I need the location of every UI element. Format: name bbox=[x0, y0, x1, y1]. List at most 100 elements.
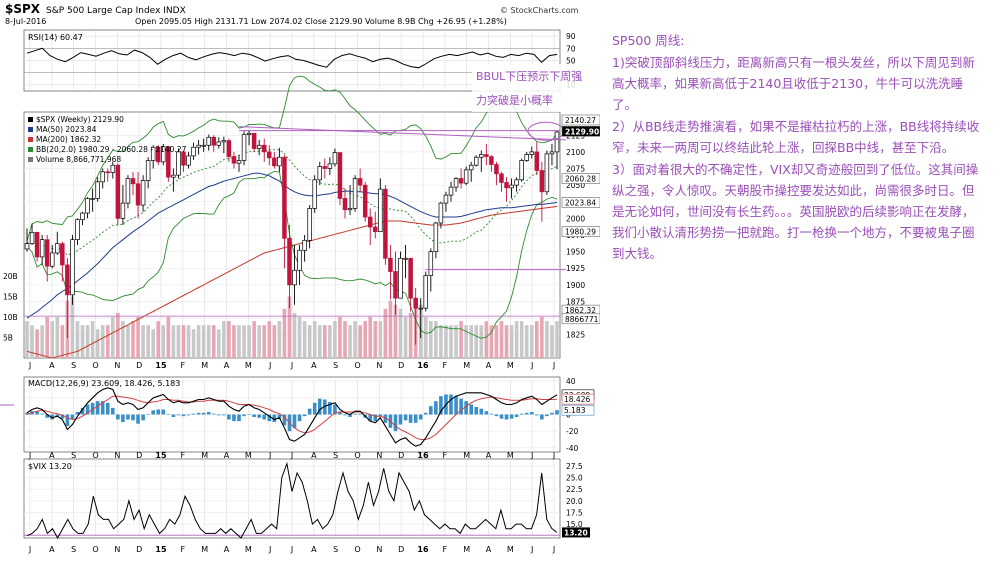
volume-bar bbox=[105, 325, 110, 358]
volume-bar bbox=[292, 312, 297, 358]
macd-histogram-bar bbox=[555, 410, 559, 415]
candle-body bbox=[509, 184, 514, 189]
macd-x-label: 16 bbox=[417, 451, 429, 460]
macd-tick-label: -20 bbox=[566, 427, 578, 436]
price-x-label: A bbox=[224, 361, 230, 370]
price-tick-label: 1925 bbox=[566, 264, 585, 273]
macd-x-label: 15 bbox=[155, 451, 167, 460]
ma50-line bbox=[26, 172, 558, 319]
price-x-label: S bbox=[71, 361, 76, 370]
chart-attribution: © StockCharts.com bbox=[500, 6, 579, 15]
volume-bar bbox=[232, 325, 236, 358]
macd-histogram-bar bbox=[111, 407, 115, 415]
macd-histogram-bar bbox=[323, 399, 327, 415]
volume-bar bbox=[282, 308, 287, 358]
volume-bar bbox=[514, 321, 519, 358]
macd-histogram-bar bbox=[181, 414, 186, 417]
volume-bar bbox=[312, 321, 317, 358]
volume-bar bbox=[393, 304, 398, 358]
candle-body bbox=[226, 140, 232, 157]
macd-histogram-bar bbox=[373, 414, 378, 422]
price-x-label: S bbox=[333, 361, 338, 370]
candle-body bbox=[332, 152, 338, 165]
candle-body bbox=[140, 180, 146, 206]
candle-body bbox=[413, 297, 418, 309]
volume-bar bbox=[242, 325, 246, 358]
candle-body bbox=[302, 239, 307, 251]
price-x-label: O bbox=[92, 361, 98, 370]
candle-body bbox=[473, 156, 479, 166]
macd-histogram-bar bbox=[211, 413, 216, 415]
volume-bar bbox=[368, 317, 373, 358]
macd-histogram-bar bbox=[459, 398, 463, 415]
volume-bar bbox=[499, 321, 504, 358]
candle-body bbox=[534, 151, 540, 171]
price-legend-swatch bbox=[28, 137, 33, 142]
volume-bar bbox=[75, 321, 80, 358]
macd-histogram-bar bbox=[201, 412, 206, 415]
volume-tick-label: 15B bbox=[3, 293, 18, 302]
volume-bar bbox=[307, 325, 312, 358]
volume-bar bbox=[509, 325, 514, 358]
macd-x-label: J bbox=[268, 451, 271, 460]
macd-histogram-bar bbox=[479, 408, 484, 415]
macd-x-label: J bbox=[28, 451, 31, 460]
macd-histogram-bar bbox=[75, 412, 80, 415]
macd-histogram-bar bbox=[413, 414, 418, 423]
volume-bar bbox=[222, 321, 226, 358]
candle-body bbox=[554, 131, 560, 153]
candle-body bbox=[458, 178, 464, 184]
macd-histogram-bar bbox=[418, 414, 423, 420]
macd-histogram-bar bbox=[403, 414, 408, 421]
candle-body bbox=[191, 146, 196, 157]
candle-body bbox=[65, 264, 70, 296]
volume-bar bbox=[423, 317, 428, 358]
price-legend-swatch bbox=[28, 117, 33, 122]
volume-bar bbox=[429, 321, 433, 358]
candle-body bbox=[479, 154, 484, 158]
vix-x-label: F bbox=[443, 545, 448, 554]
volume-bar bbox=[287, 296, 292, 358]
macd-histogram-bar bbox=[166, 414, 171, 415]
candle-body bbox=[267, 151, 272, 159]
candle-body bbox=[347, 208, 353, 211]
macd-histogram-bar bbox=[262, 414, 267, 420]
volume-bar bbox=[333, 321, 337, 358]
chart-svg: $SPX S&P 500 Large Cap Index INDX8-Jul-20… bbox=[0, 2, 601, 554]
volume-bar bbox=[50, 321, 55, 358]
candle-body bbox=[317, 166, 323, 181]
volume-tick-label: 20B bbox=[3, 272, 18, 281]
volume-bar bbox=[181, 325, 186, 358]
macd-histogram-bar bbox=[338, 412, 342, 415]
macd-x-label: N bbox=[114, 451, 120, 460]
volume-bar bbox=[262, 325, 267, 358]
price-x-label: A bbox=[486, 361, 492, 370]
macd-histogram-bar bbox=[40, 413, 44, 415]
macd-histogram-bar bbox=[35, 411, 39, 415]
vix-x-label: O bbox=[92, 545, 98, 554]
rsi-legend: RSI(14) 60.47 bbox=[28, 33, 83, 42]
macd-histogram-bar bbox=[116, 414, 120, 420]
macd-histogram-bar bbox=[156, 409, 161, 415]
chart-symbol: $SPX bbox=[5, 2, 41, 16]
macd-histogram-bar bbox=[358, 413, 362, 415]
candle-body bbox=[150, 146, 156, 161]
candle-body bbox=[453, 178, 459, 188]
candle-body bbox=[499, 173, 504, 183]
macd-histogram-bar bbox=[50, 414, 55, 420]
volume-bar bbox=[136, 317, 140, 358]
vix-x-label: O bbox=[354, 545, 360, 554]
candle-body bbox=[135, 183, 141, 206]
macd-histogram-bar bbox=[126, 414, 130, 420]
bb-upper-line bbox=[26, 75, 558, 242]
vix-x-label: S bbox=[333, 545, 338, 554]
candle-body bbox=[221, 140, 227, 143]
price-tick-label: 2100 bbox=[566, 148, 585, 157]
vix-x-label: A bbox=[224, 545, 230, 554]
vix-x-label: S bbox=[71, 545, 76, 554]
macd-histogram-bar bbox=[348, 414, 352, 417]
volume-bar bbox=[363, 321, 367, 358]
candle-body bbox=[549, 151, 555, 155]
price-tick-label: 1825 bbox=[566, 331, 585, 340]
candle-body bbox=[176, 151, 181, 176]
